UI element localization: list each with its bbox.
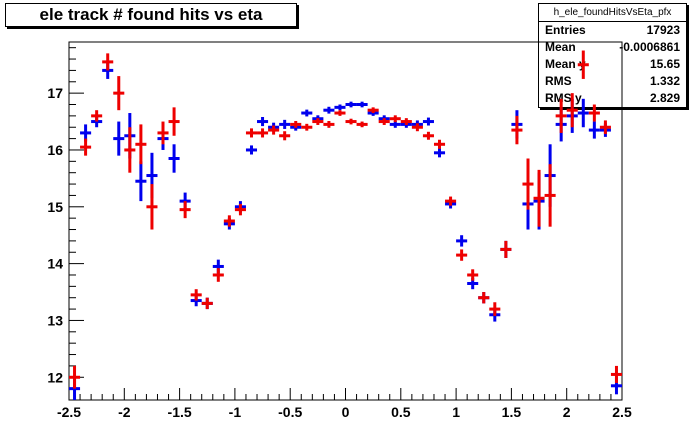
y-tick-label: 17 (47, 85, 63, 101)
x-tick-label: 0 (342, 404, 350, 420)
x-tick-label: -0.5 (278, 404, 302, 420)
stats-row-entries: Entries 17923 (539, 22, 686, 39)
x-tick-label: -2.5 (57, 404, 81, 420)
stats-row-mean: Mean -0.0006861 (539, 39, 686, 56)
x-tick-label: 1 (452, 404, 460, 420)
y-tick-label: 16 (47, 142, 63, 158)
stats-row-mean-y: Mean y 15.65 (539, 56, 686, 73)
x-tick-label: 2 (563, 404, 571, 420)
stats-value: 15.65 (649, 57, 680, 71)
y-tick-label: 13 (47, 312, 63, 328)
stats-title: h_ele_foundHitsVsEta_pfx (539, 4, 686, 22)
x-tick-label: 2.5 (612, 404, 632, 420)
stats-box: h_ele_foundHitsVsEta_pfx Entries 17923 M… (538, 3, 687, 108)
y-tick-label: 12 (47, 369, 63, 385)
stats-value: 1.332 (649, 74, 680, 88)
y-tick-label: 15 (47, 199, 63, 215)
x-tick-label: -1.5 (168, 404, 192, 420)
x-tick-label: -2 (118, 404, 131, 420)
y-tick-label: 14 (47, 256, 63, 272)
x-tick-label: 1.5 (502, 404, 522, 420)
stats-row-rms: RMS 1.332 (539, 73, 686, 90)
stats-value: 2.829 (649, 91, 680, 105)
stats-value: -0.0006861 (619, 40, 680, 54)
x-tick-label: 0.5 (391, 404, 411, 420)
stats-label: RMS (545, 74, 572, 88)
x-tick-label: -1 (229, 404, 242, 420)
stats-label: Mean y (545, 57, 586, 71)
chart-title: ele track # found hits vs eta (5, 3, 297, 27)
stats-label: Mean (545, 40, 576, 54)
stats-label: Entries (545, 23, 586, 37)
stats-value: 17923 (646, 23, 680, 37)
